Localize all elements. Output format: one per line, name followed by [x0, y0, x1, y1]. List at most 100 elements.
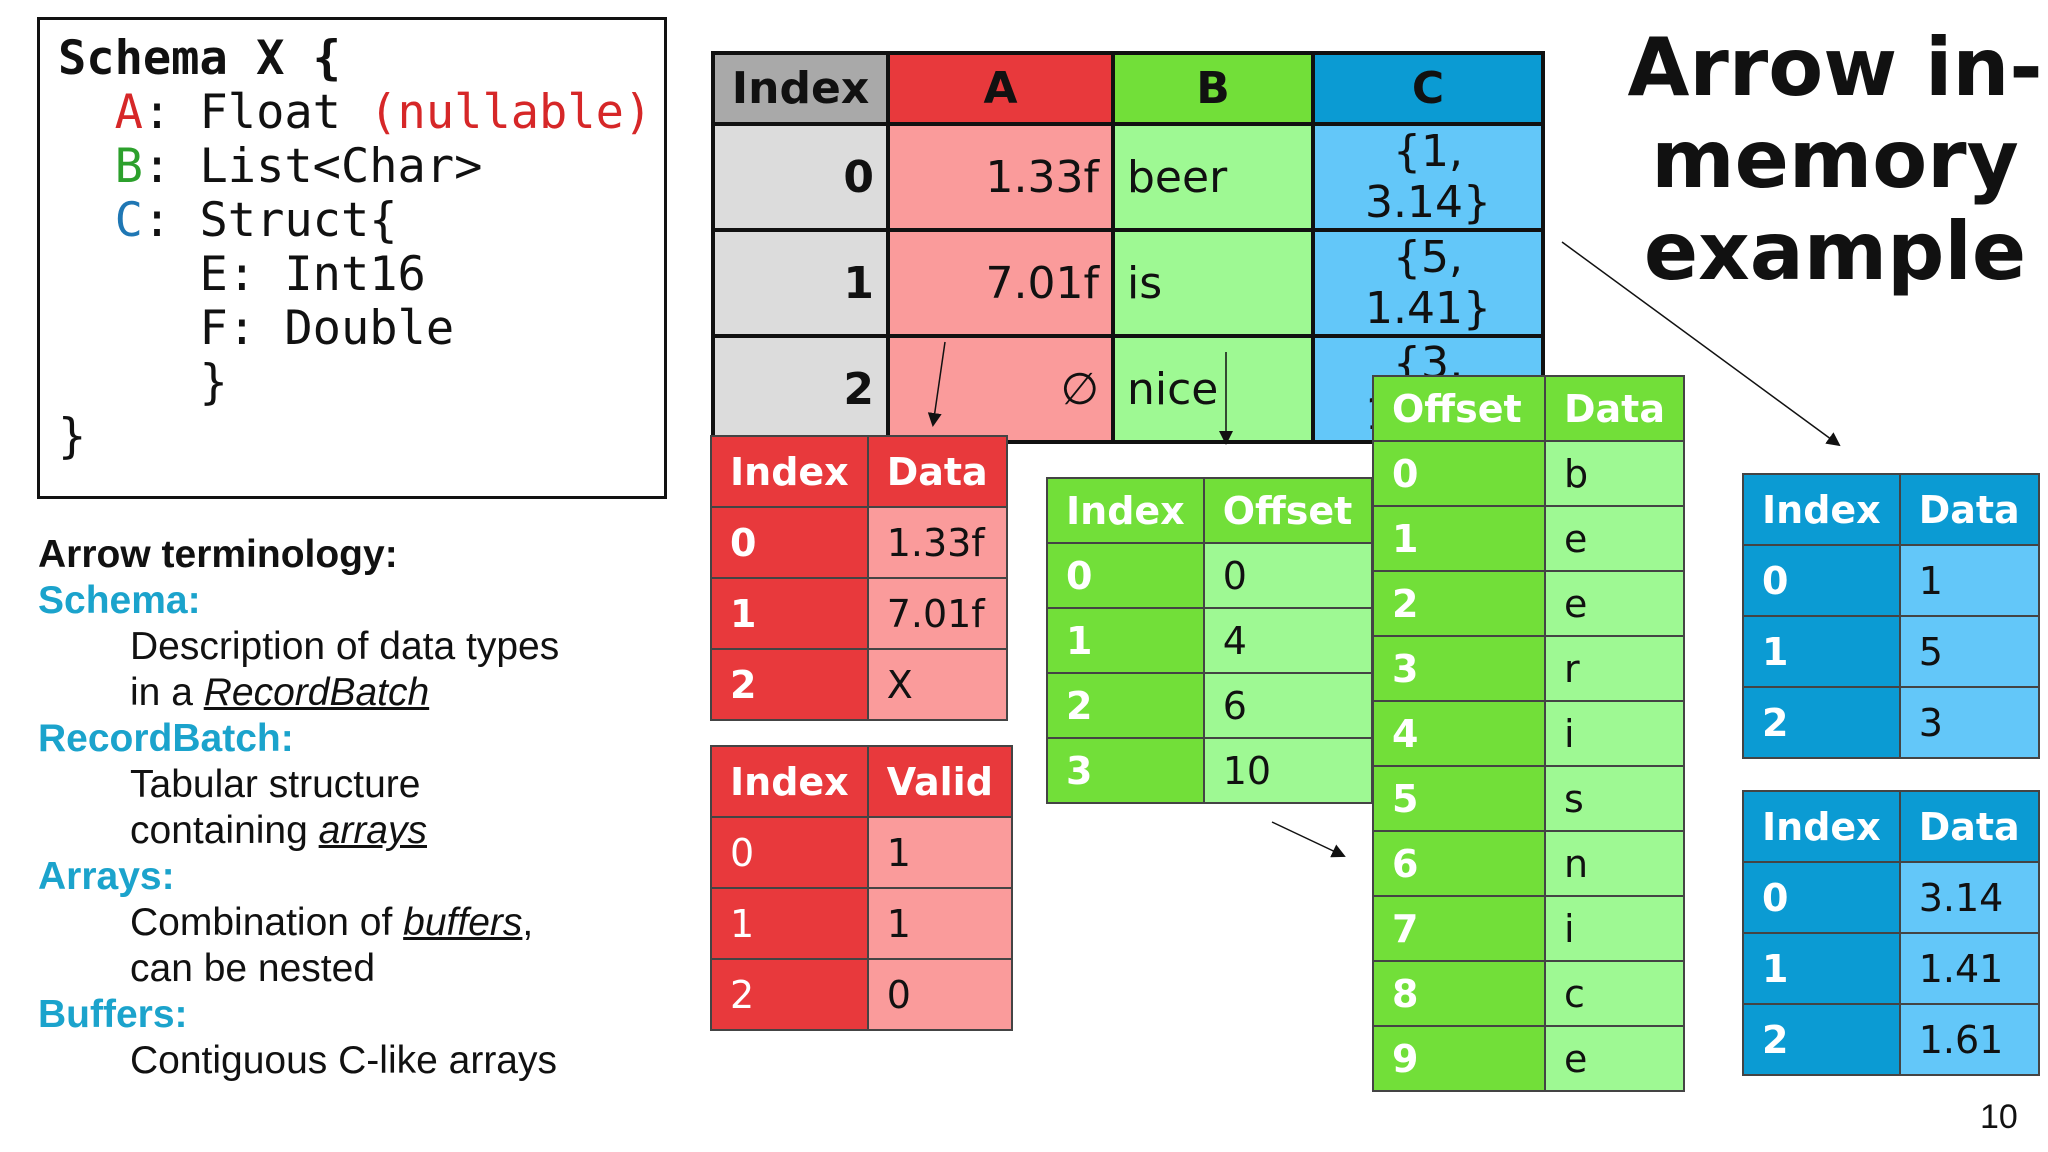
- terminology-heading: Arrow terminology:: [38, 533, 398, 576]
- main-table-row: 2∅nice{3, 1.61}: [711, 334, 1545, 444]
- buffer-header: Index: [1742, 473, 1901, 546]
- schema-line: Schema X {: [58, 32, 341, 86]
- schema-token: F: Double: [58, 301, 455, 356]
- term-description: can be nested: [130, 946, 375, 992]
- buffer-value-cell: r: [1544, 635, 1685, 702]
- slide-title: Arrow in- memory example: [1595, 22, 2048, 298]
- column-header-b: B: [1111, 51, 1315, 126]
- buffer-value-cell: 0: [866, 958, 1013, 1031]
- description-emphasis: arrays: [318, 809, 427, 852]
- buffer-value-cell: n: [1544, 830, 1685, 897]
- main-table-cell: 7.01f: [886, 228, 1115, 338]
- buffer-key-cell: 2: [710, 958, 869, 1031]
- buffer-key-cell: 8: [1372, 960, 1546, 1027]
- description-emphasis: buffers: [403, 901, 523, 944]
- buffer-value-cell: e: [1544, 505, 1685, 572]
- buffer-value-cell: b: [1544, 440, 1685, 507]
- arrow-offsets-to-data: [1271, 821, 1346, 858]
- schema-token: }: [58, 409, 87, 464]
- buffer-key-cell: 1: [710, 577, 869, 650]
- buffer-value-cell: 4: [1202, 607, 1373, 674]
- buffer-header: Data: [866, 435, 1008, 508]
- buffer-value-cell: 10: [1202, 737, 1373, 804]
- schema-token: A: [58, 85, 143, 140]
- buffer-key-cell: 2: [710, 648, 869, 721]
- main-table-cell: {1, 3.14}: [1311, 122, 1545, 232]
- buffer-key-cell: 1: [1742, 932, 1901, 1005]
- schema-token: : List<Char>: [142, 139, 483, 194]
- schema-token: E: Int16: [58, 247, 426, 302]
- buffer-key-cell: 2: [1372, 570, 1546, 637]
- a-data-buffer-header: Index Data: [710, 435, 1008, 508]
- schema-line: }: [58, 356, 227, 410]
- buffer-value-cell: 5: [1898, 615, 2040, 688]
- buffer-value-cell: 1.41: [1898, 932, 2040, 1005]
- buffer-value-cell: i: [1544, 895, 1685, 962]
- buffer-key-cell: 3: [1372, 635, 1546, 702]
- buffer-key-cell: 2: [1742, 686, 1901, 759]
- buffer-value-cell: s: [1544, 765, 1685, 832]
- buffer-key-cell: 1: [1372, 505, 1546, 572]
- main-table-cell: nice: [1111, 334, 1315, 444]
- b-offsets-buffer-header: Index Offset: [1046, 477, 1373, 544]
- term-description: Description of data types: [130, 624, 559, 670]
- buffer-key-cell: 0: [1742, 544, 1901, 617]
- main-table-cell: 2: [711, 334, 890, 444]
- buffer-value-cell: 1: [866, 816, 1013, 889]
- b-data-buffer: Offset Data 0 b 1 e 2 e 3 r 4 i 5 s 6 n 7 i 8 c 9 e: [1372, 375, 1685, 1092]
- description-text: containing: [130, 809, 319, 852]
- buffer-key-cell: 1: [710, 887, 869, 960]
- title-line-1: Arrow in-: [1627, 21, 2043, 114]
- description-text: Tabular structure: [130, 763, 421, 806]
- buffer-key-cell: 9: [1372, 1025, 1546, 1092]
- buffer-row: 1 1.41: [1742, 932, 2040, 1005]
- b-data-buffer-header: Offset Data: [1372, 375, 1685, 442]
- schema-box: Schema X { A: Float (nullable) B: List<C…: [37, 17, 667, 499]
- term-schema: Schema:: [38, 579, 201, 622]
- schema-token: (nullable): [369, 85, 653, 140]
- column-header-a: A: [886, 51, 1115, 126]
- term-description: Tabular structure: [130, 762, 420, 808]
- description-emphasis: RecordBatch: [203, 671, 430, 714]
- schema-line: C: Struct{: [58, 194, 398, 248]
- schema-token: : Struct{: [142, 193, 398, 248]
- buffer-value-cell: e: [1544, 570, 1685, 637]
- buffer-value-cell: 6: [1202, 672, 1373, 739]
- main-table-cell: beer: [1111, 122, 1315, 232]
- buffer-header: Offset: [1372, 375, 1546, 442]
- schema-token: Schema X {: [58, 31, 341, 86]
- column-header-c: C: [1311, 51, 1545, 126]
- buffer-header: Index: [1046, 477, 1205, 544]
- buffer-header: Index: [710, 745, 869, 818]
- main-table-cell: is: [1111, 228, 1315, 338]
- title-line-2: memory: [1651, 113, 2019, 206]
- description-text: Description of data types: [130, 625, 560, 668]
- schema-token: B: [58, 139, 143, 194]
- buffer-key-cell: 3: [1046, 737, 1205, 804]
- c-f-buffer-header: Index Data: [1742, 790, 2040, 863]
- buffer-key-cell: 0: [1742, 861, 1901, 934]
- buffer-key-cell: 0: [710, 816, 869, 889]
- schema-line: B: List<Char>: [58, 139, 483, 194]
- term-description: Combination of buffers,: [130, 900, 533, 946]
- buffer-row: 3 10: [1046, 737, 1373, 804]
- buffer-row: 2 1.61: [1742, 1003, 2040, 1076]
- a-validity-buffer: Index Valid 0 1 1 1 2 0: [710, 745, 1013, 1031]
- term-description: Contiguous C-like arrays: [130, 1038, 557, 1084]
- buffer-value-cell: 1.33f: [866, 506, 1008, 579]
- main-table-cell: 0: [711, 122, 890, 232]
- buffer-value-cell: c: [1544, 960, 1685, 1027]
- buffer-header: Valid: [866, 745, 1013, 818]
